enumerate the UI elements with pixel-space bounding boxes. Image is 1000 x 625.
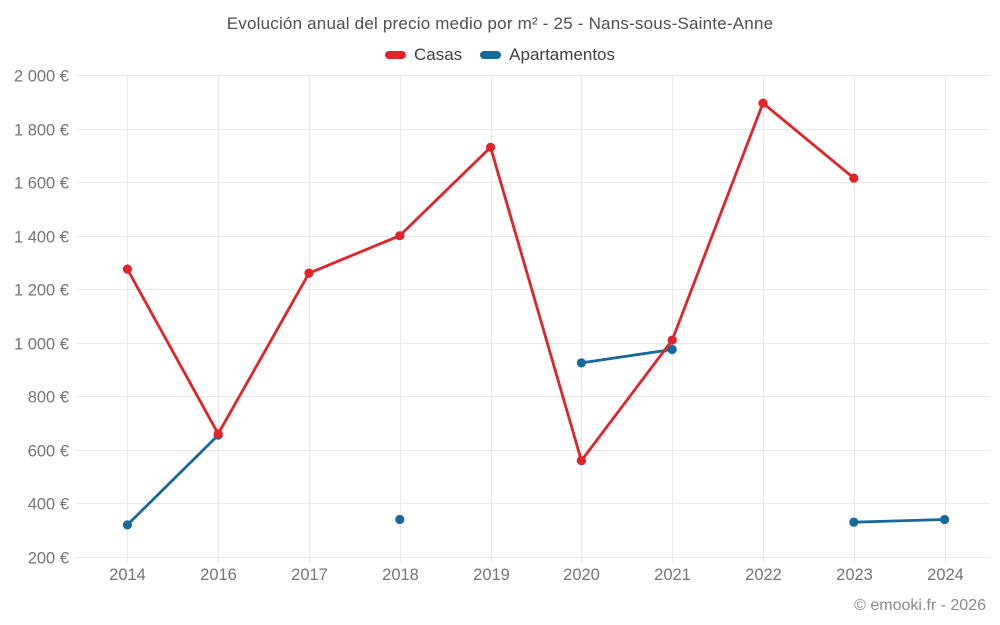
point-casas-2020[interactable] [576, 456, 587, 466]
point-casas-2017[interactable] [304, 268, 314, 278]
point-casas-2019[interactable] [486, 142, 496, 152]
series-line-apartamentos [852, 518, 946, 524]
point-apartamentos-2018[interactable] [395, 514, 405, 525]
legend-label-casas: Casas [413, 45, 463, 64]
x-axis-tick-label: 2018 [382, 566, 419, 584]
point-casas-2022[interactable] [758, 98, 768, 108]
casas-series-swatch-icon [384, 51, 406, 59]
legend-label-apartamentos: Apartamentos [509, 45, 616, 64]
x-axis-tick-label: 2020 [563, 566, 600, 584]
y-axis-tick-label: 600 € [28, 443, 69, 461]
point-apartamentos-2023[interactable] [849, 517, 859, 527]
y-axis-tick-label: 1 800 € [14, 122, 69, 140]
legend-item-apartamentos[interactable]: Apartamentos [480, 45, 615, 65]
series-line-apartamentos [580, 348, 674, 365]
point-casas-2018[interactable] [395, 231, 405, 241]
x-axis-tick-label: 2016 [200, 566, 237, 584]
y-axis-tick-label: 1 400 € [14, 229, 69, 247]
y-axis-tick-label: 800 € [28, 389, 69, 407]
x-axis-tick-label: 2021 [654, 566, 691, 584]
x-axis-tick-label: 2017 [291, 566, 328, 584]
y-axis-tick-label: 400 € [28, 496, 69, 514]
series-line-casas [126, 101, 856, 463]
x-axis-tick-label: 2019 [473, 566, 510, 584]
legend-item-casas[interactable]: Casas [384, 45, 463, 65]
point-apartamentos-2020[interactable] [576, 358, 587, 368]
point-casas-2023[interactable] [849, 173, 859, 183]
y-axis-tick-label: 2 000 € [14, 68, 69, 86]
copyright-credit: © emooki.fr - 2026 [854, 597, 986, 614]
point-casas-2021[interactable] [667, 335, 677, 345]
y-axis-tick-label: 1 600 € [14, 175, 69, 193]
x-axis-tick-label: 2022 [745, 566, 782, 584]
chart-legend: Casas Apartamentos [0, 45, 1000, 65]
point-apartamentos-2014[interactable] [122, 520, 132, 530]
series-line-apartamentos [126, 433, 220, 527]
x-axis-tick-label: 2014 [109, 566, 146, 584]
y-axis-tick-label: 200 € [28, 550, 69, 568]
chart-title: Evolución anual del precio medio por m² … [226, 14, 774, 33]
point-casas-2016[interactable] [213, 429, 223, 439]
y-axis-tick-label: 1 200 € [14, 282, 69, 300]
x-axis-tick-label: 2024 [927, 566, 964, 584]
x-axis-tick-label: 2023 [836, 566, 873, 584]
point-apartamentos-2024[interactable] [940, 514, 950, 525]
point-casas-2014[interactable] [122, 264, 132, 274]
y-axis-tick-label: 1 000 € [14, 336, 69, 354]
apartamentos-series-swatch-icon [480, 51, 502, 59]
point-apartamentos-2021[interactable] [667, 344, 677, 355]
